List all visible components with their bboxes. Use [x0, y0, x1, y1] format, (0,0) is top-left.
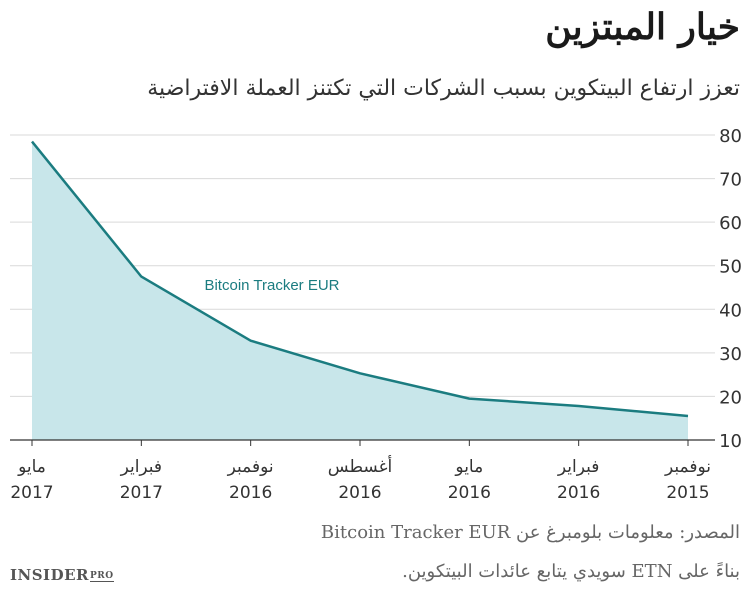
series-area-fill	[32, 141, 688, 441]
y-tick-label-50: 50	[719, 257, 742, 278]
x-tick-year-0: 2017	[10, 483, 53, 503]
chart-title: خيار المبتزين	[545, 6, 740, 48]
series-label-bitcoin-tracker: Bitcoin Tracker EUR	[204, 277, 339, 294]
y-tick-label-20: 20	[719, 387, 742, 408]
y-tick-label-40: 40	[719, 300, 742, 321]
series-labels: Bitcoin Tracker EUR	[204, 277, 339, 294]
y-tick-label-30: 30	[719, 344, 742, 365]
y-tick-label-80: 80	[719, 126, 742, 147]
brand-sub-text: PRO	[89, 571, 114, 582]
x-tick-month-0: مايو	[17, 457, 46, 477]
y-tick-label-10: 10	[719, 431, 742, 452]
x-tick-year-6: 2015	[666, 483, 709, 503]
source-note: المصدر: معلومات بلومبرغ عن Bitcoin Track…	[320, 522, 740, 543]
x-tick-year-2: 2016	[229, 483, 272, 503]
brand-main-text: INSIDER	[10, 566, 89, 584]
chart-subtitle: تعزز ارتفاع البيتكوين بسبب الشركات التي …	[147, 76, 740, 101]
x-tick-month-1: فبراير	[120, 457, 162, 477]
x-tick-year-1: 2017	[120, 483, 163, 503]
x-tick-month-6: نوفمبر	[664, 457, 711, 477]
insider-pro-logo: INSIDERPRO	[10, 566, 114, 584]
x-tick-month-2: نوفمبر	[227, 457, 274, 477]
x-tick-month-5: فبراير	[557, 457, 599, 477]
x-tick-month-3: أغسطس	[328, 455, 392, 477]
x-tick-year-5: 2016	[557, 483, 600, 503]
y-tick-label-60: 60	[719, 213, 742, 234]
series-area	[32, 141, 688, 441]
x-tick-year-3: 2016	[338, 483, 381, 503]
x-tick-year-4: 2016	[448, 483, 491, 503]
series-line	[31, 140, 689, 418]
x-tick-month-4: مايو	[454, 457, 483, 477]
y-tick-label-70: 70	[719, 170, 742, 191]
x-axis-tick-labels: مايو 2017 فبراير 2017 نوفمبر 2016 أغسطس 2016 ماي…	[10, 455, 711, 503]
y-axis-tick-labels: 10 20 30 40 50 60 70 80	[719, 126, 742, 452]
methodology-note: بناءً على ETN سويدي يتابع عائدات البيتكو…	[402, 561, 740, 582]
x-axis	[10, 439, 715, 446]
